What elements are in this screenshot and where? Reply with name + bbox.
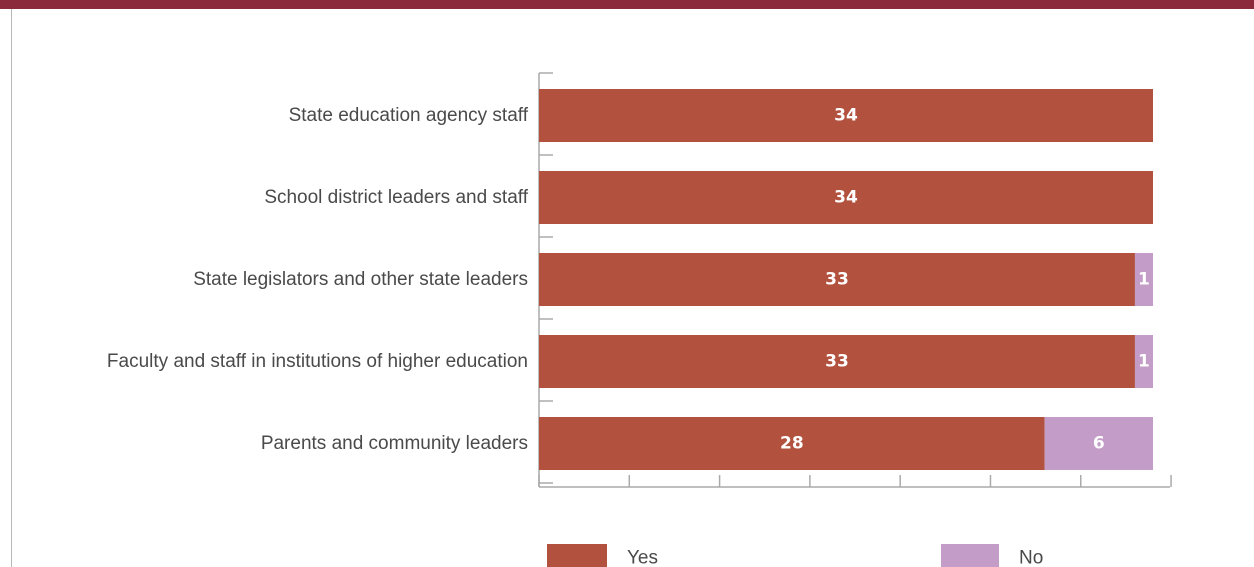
data-label: 33 [825,352,849,372]
category-label: Parents and community leaders [261,433,528,454]
legend: Yes No [547,544,1043,567]
frame-border [11,9,12,567]
category-label: State education agency staff [289,105,529,126]
data-label: 6 [1093,434,1105,454]
bar-segment-no [1134,335,1153,388]
legend-label-no: No [1019,548,1043,567]
bar-segment-yes [539,335,1135,388]
bar-segment-no [1044,417,1153,470]
legend-swatch-yes [547,544,607,567]
bar-segment-yes [539,171,1153,224]
category-label: State legislators and other state leader… [193,269,528,290]
data-label: 28 [780,434,804,454]
data-label: 1 [1138,270,1150,290]
data-label: 34 [834,188,858,208]
header-band [0,0,1254,9]
bar-segment-no [1134,253,1153,306]
data-label: 33 [825,270,849,290]
category-label: Faculty and staff in institutions of hig… [107,351,528,372]
legend-label-yes: Yes [627,548,658,567]
bar-segment-yes [539,253,1135,306]
bars: 34 34 33 1 33 1 28 6 [539,89,1153,470]
data-label: 34 [834,106,858,126]
category-label: School district leaders and staff [264,187,528,208]
bar-segment-yes [539,89,1153,142]
category-labels: State education agency staff School distr… [107,105,529,454]
bar-segment-yes [539,417,1045,470]
legend-swatch-no [941,544,999,567]
data-label: 1 [1138,352,1150,372]
